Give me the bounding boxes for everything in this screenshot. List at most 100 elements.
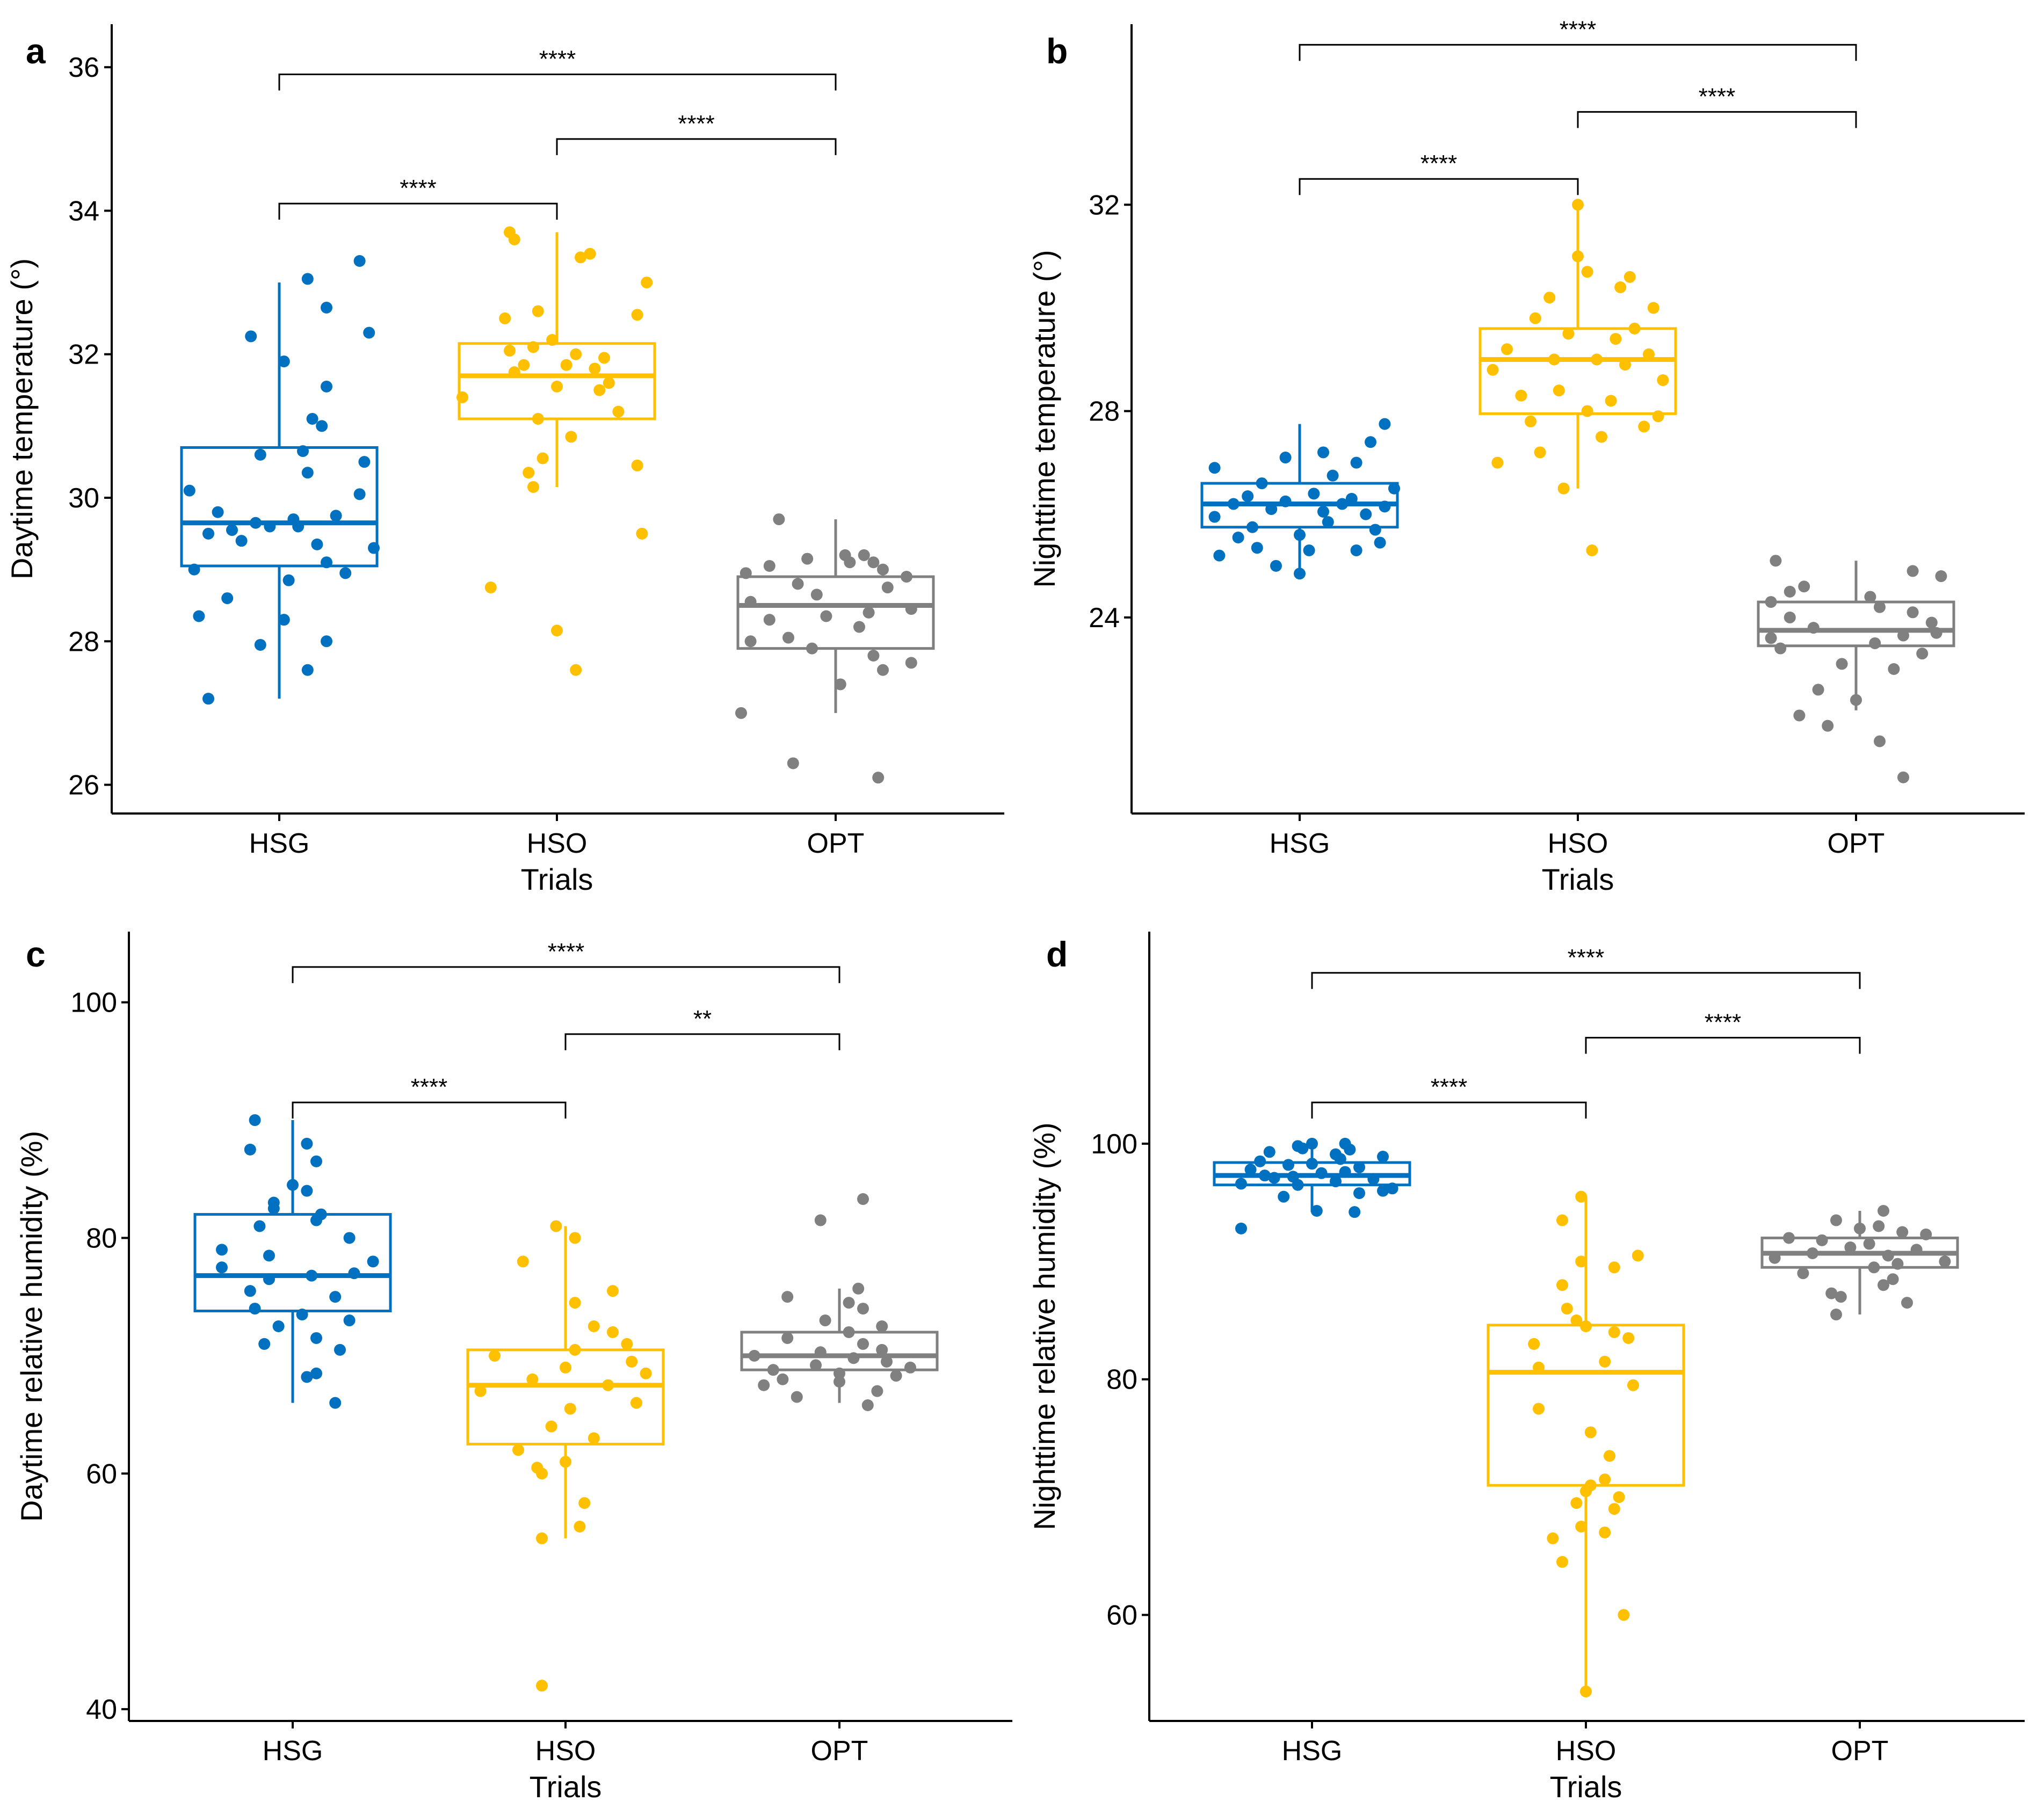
data-point	[640, 1367, 652, 1379]
data-point	[1580, 1686, 1592, 1698]
data-point	[367, 1255, 379, 1268]
significance-bracket: ****	[278, 175, 558, 220]
box-iqr	[1757, 600, 1955, 648]
data-point	[1374, 536, 1386, 549]
data-point	[551, 624, 563, 637]
data-point	[598, 352, 610, 364]
data-point	[249, 1303, 261, 1315]
data-point	[310, 1332, 322, 1344]
data-point	[1622, 1332, 1635, 1344]
data-point	[607, 1326, 619, 1338]
data-point	[254, 638, 266, 651]
data-point	[1529, 312, 1541, 324]
panel-letter: b	[1046, 31, 1068, 71]
data-point	[1548, 353, 1560, 366]
data-point	[1556, 1556, 1568, 1568]
significance-bracket: **	[564, 1006, 840, 1050]
data-point	[1910, 1244, 1923, 1256]
data-point	[301, 273, 314, 285]
data-point	[329, 1291, 342, 1303]
data-point	[1294, 529, 1306, 541]
data-point	[781, 1332, 794, 1344]
points-hsg	[216, 1114, 379, 1409]
data-point	[1783, 1232, 1795, 1244]
x-tick-label-opt: OPT	[811, 1735, 868, 1767]
data-point	[1614, 281, 1627, 293]
significance-bracket: ****	[292, 1074, 567, 1119]
data-point	[763, 560, 775, 572]
data-point	[1591, 353, 1603, 366]
data-point	[569, 1343, 581, 1356]
significance-bracket: ****	[292, 939, 840, 983]
data-point	[1270, 560, 1282, 572]
data-point	[1327, 469, 1339, 482]
data-point	[1869, 637, 1881, 649]
data-point	[1330, 1148, 1342, 1160]
significance-label: ****	[1431, 1074, 1468, 1100]
data-point	[810, 589, 823, 601]
data-point	[1310, 1204, 1323, 1217]
data-point	[1608, 1261, 1620, 1274]
data-point	[1251, 542, 1263, 554]
data-point	[820, 610, 832, 622]
data-point	[1315, 1167, 1328, 1179]
data-point	[1208, 511, 1221, 523]
data-point	[1268, 1172, 1280, 1184]
data-point	[1613, 1491, 1625, 1503]
data-point	[1330, 1175, 1342, 1188]
data-point	[1816, 1234, 1828, 1246]
data-point	[814, 1214, 827, 1226]
data-point	[767, 1364, 779, 1376]
data-point	[282, 574, 295, 586]
data-point	[814, 1346, 827, 1359]
points-opt	[1768, 1204, 1951, 1321]
data-point	[905, 657, 917, 669]
data-point	[1652, 410, 1664, 423]
data-point	[1897, 771, 1909, 783]
data-point	[871, 1385, 883, 1397]
data-point	[1336, 498, 1349, 510]
data-point	[1854, 1222, 1866, 1234]
box-iqr	[458, 342, 656, 420]
significance-bracket: ****	[1577, 83, 1857, 128]
data-point	[551, 380, 563, 393]
points-opt	[1765, 555, 1947, 783]
data-point	[792, 578, 804, 590]
data-point	[602, 1379, 614, 1391]
x-tick-label-hsg: HSG	[249, 828, 310, 859]
data-point	[321, 635, 332, 648]
x-axis-title: Trials	[521, 862, 593, 896]
data-point	[1907, 606, 1919, 619]
data-point	[843, 1297, 855, 1309]
data-point	[1534, 446, 1546, 459]
significance-bracket: ****	[1299, 16, 1857, 61]
data-point	[316, 420, 328, 432]
data-point	[1339, 1166, 1351, 1178]
data-point	[1353, 1187, 1365, 1200]
data-point	[1586, 544, 1598, 556]
data-point	[1306, 1158, 1318, 1170]
data-point	[1308, 488, 1320, 500]
data-point	[523, 467, 535, 479]
data-point	[1306, 1137, 1318, 1150]
data-point	[1296, 1142, 1309, 1154]
significance-label: ****	[548, 939, 585, 965]
data-point	[527, 481, 539, 493]
x-axis-title: Trials	[1550, 1770, 1622, 1804]
data-point	[1812, 684, 1824, 696]
data-point	[560, 359, 572, 371]
panel-d: d 60 80 100 HSG HSO OPT Trials Nighttime relativ…	[1027, 932, 2025, 1804]
significance-label: ****	[678, 111, 715, 137]
data-point	[1897, 629, 1909, 642]
data-point	[310, 1155, 322, 1167]
data-point	[1256, 477, 1268, 490]
data-point	[773, 513, 785, 526]
data-point	[1581, 405, 1593, 417]
data-point	[536, 1532, 548, 1544]
data-point	[641, 277, 653, 289]
data-point	[1575, 1190, 1588, 1203]
significance-bracket: ****	[556, 111, 837, 155]
data-point	[1246, 521, 1258, 533]
data-point	[569, 1232, 581, 1244]
x-tick-label-opt: OPT	[1828, 828, 1885, 859]
